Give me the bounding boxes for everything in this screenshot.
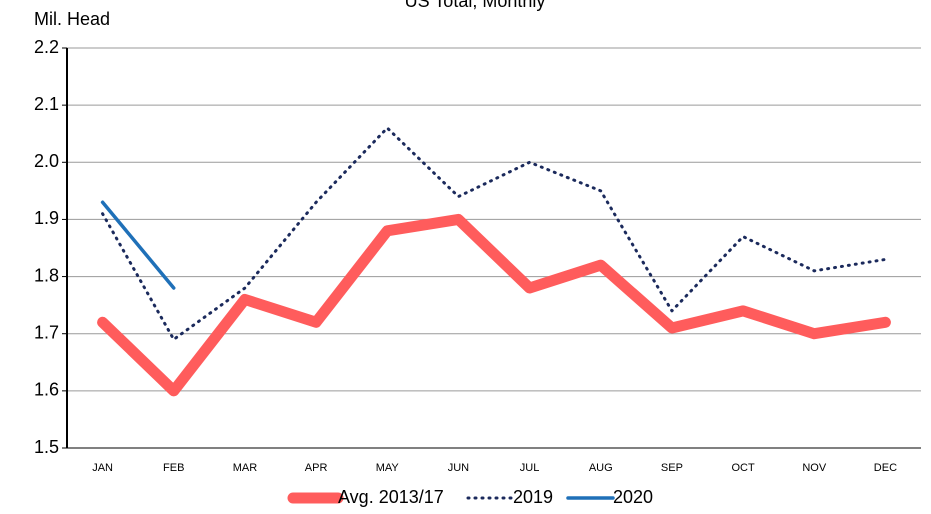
x-tick-label: OCT [731,462,755,474]
y-tick-label: 1.8 [34,265,59,285]
chart-title: US Total, Monthly [405,0,546,11]
y-axis-label: Mil. Head [34,9,110,29]
legend-label: 2020 [613,487,653,507]
series-line [97,213,891,397]
x-tick-label: APR [305,462,328,474]
x-tick-label: AUG [589,462,613,474]
y-tick-label: 1.6 [34,380,59,400]
y-tick-label: 1.5 [34,437,59,457]
x-tick-label: JAN [92,462,113,474]
x-tick-label: MAY [376,462,400,474]
y-tick-label: 1.7 [34,322,59,342]
x-tick-label: JUN [448,462,469,474]
x-tick-label: MAR [233,462,258,474]
legend-label: 2019 [513,487,553,507]
x-tick-label: JUL [520,462,540,474]
y-tick-label: 1.9 [34,208,59,228]
y-tick-label: 2.1 [34,94,59,114]
x-tick-label: FEB [163,462,184,474]
legend-label: Avg. 2013/17 [338,487,444,507]
series-line [101,126,887,341]
y-tick-label: 2.2 [34,37,59,57]
series-line [100,200,176,290]
x-tick-label: NOV [802,462,827,474]
x-tick-label: SEP [661,462,683,474]
x-tick-label: DEC [874,462,897,474]
y-tick-label: 2.0 [34,151,59,171]
